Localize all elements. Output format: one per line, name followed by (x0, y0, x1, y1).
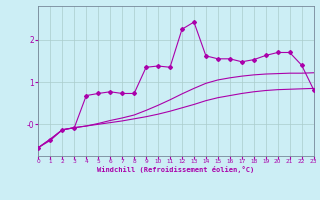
X-axis label: Windchill (Refroidissement éolien,°C): Windchill (Refroidissement éolien,°C) (97, 166, 255, 173)
